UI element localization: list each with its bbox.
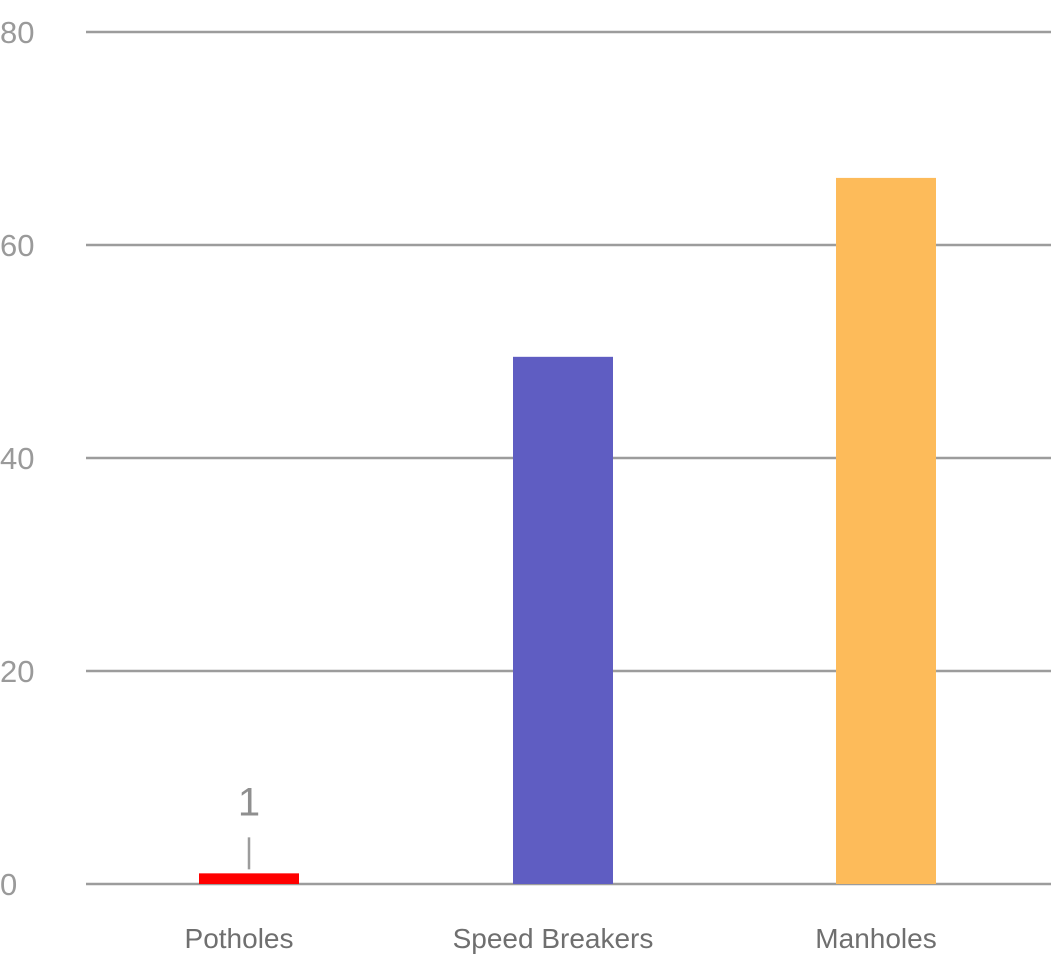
- x-axis-category-labels: Potholes Speed Breakers Manholes: [185, 923, 937, 954]
- y-tick-label: 40: [0, 441, 34, 476]
- y-tick-label: 80: [0, 15, 34, 50]
- bar-potholes: [199, 873, 299, 884]
- bars: [199, 177, 936, 884]
- data-label: 1: [238, 780, 260, 824]
- data-labels: 1: [238, 780, 260, 870]
- x-category-label: Manholes: [815, 923, 936, 954]
- x-category-label: Speed Breakers: [453, 923, 654, 954]
- y-tick-label: 0: [0, 867, 17, 902]
- y-tick-label: 60: [0, 228, 34, 263]
- bar-speed-breakers: [513, 356, 613, 884]
- y-axis-tick-labels: 0 20 40 60 80: [0, 15, 34, 902]
- bar-manholes: [836, 177, 936, 884]
- x-category-label: Potholes: [185, 923, 294, 954]
- y-tick-label: 20: [0, 654, 34, 689]
